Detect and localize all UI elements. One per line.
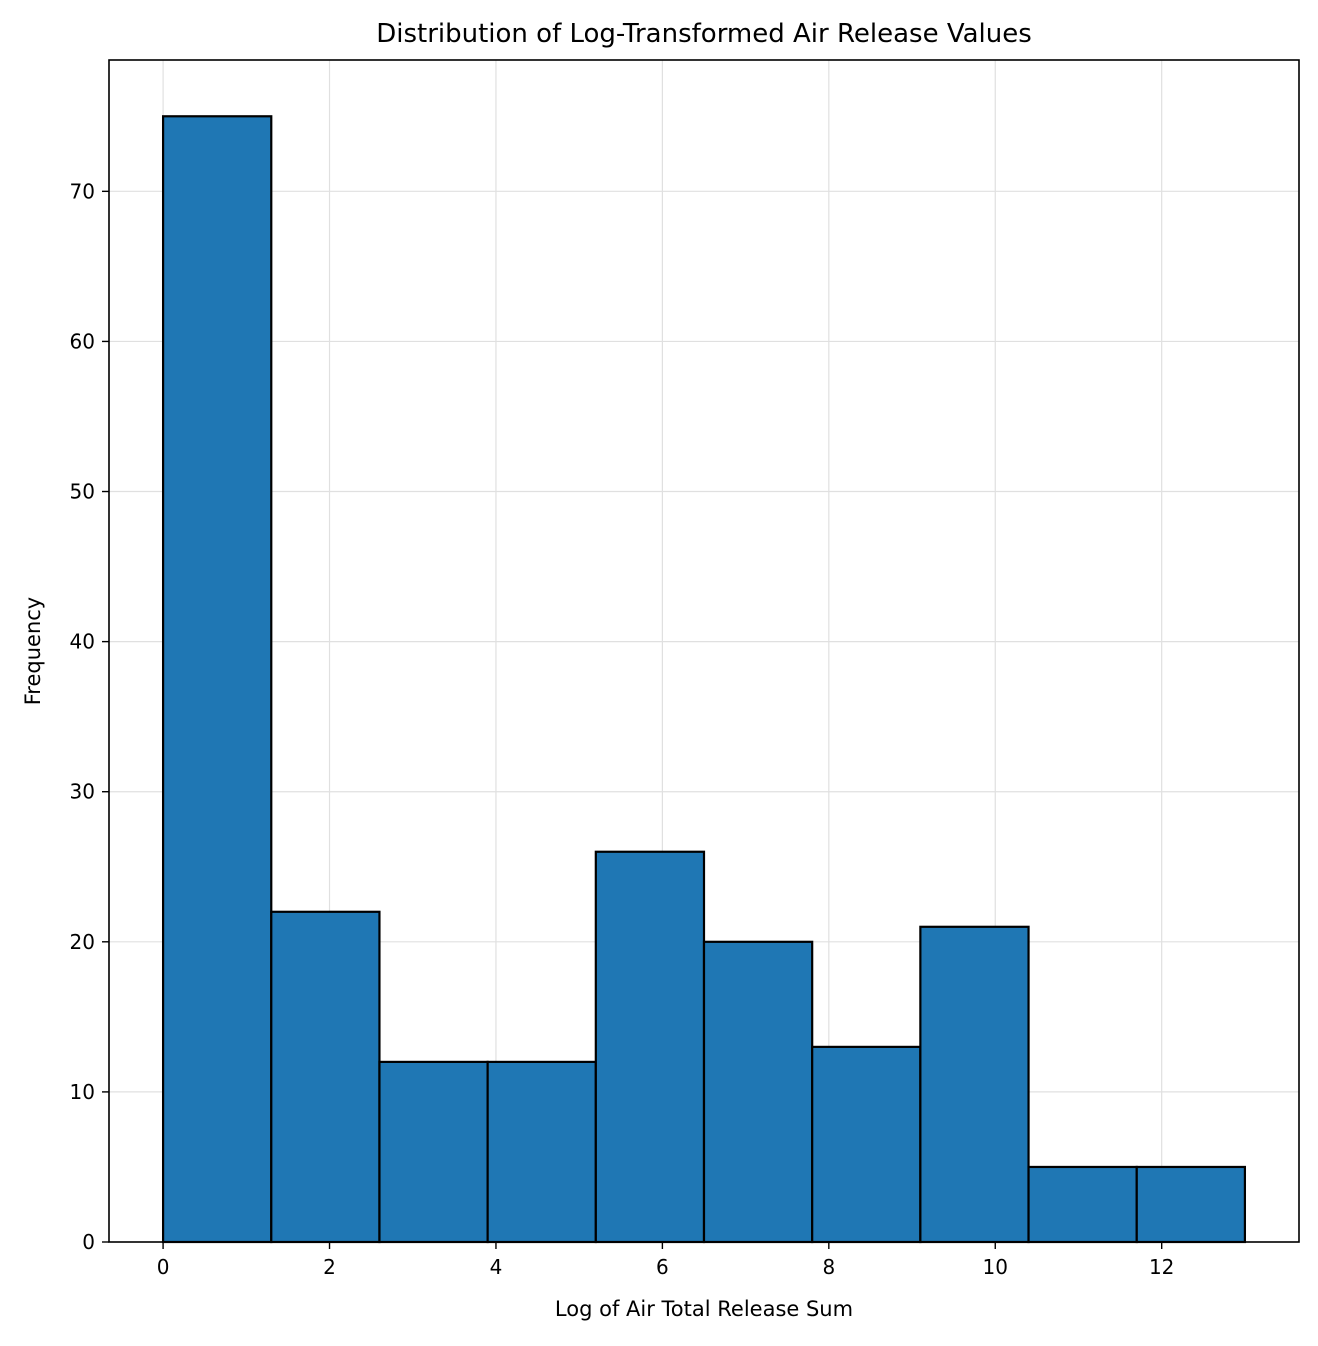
plot-frame	[108, 59, 1300, 1243]
histogram-bar	[1027, 1165, 1138, 1244]
grid-lines	[109, 60, 1299, 1243]
y-tick-label: 40	[70, 630, 95, 654]
histogram-bar	[270, 910, 381, 1244]
histogram-bar	[486, 1060, 597, 1244]
x-axis-ticks: 0 2 4 6 8 10 12	[157, 1242, 1174, 1279]
histogram-bar	[378, 1060, 489, 1244]
histogram-bar	[811, 1045, 922, 1244]
y-tick-label: 0	[82, 1230, 95, 1254]
y-tick-label: 70	[70, 179, 95, 203]
histogram-bar	[919, 925, 1030, 1244]
y-tick-label: 30	[70, 780, 95, 804]
histogram-bar	[161, 115, 273, 1244]
y-tick-label: 10	[70, 1080, 95, 1104]
y-axis-ticks: 0 10 20 30 40 50 60 70	[70, 179, 109, 1254]
x-tick-label: 8	[822, 1255, 835, 1279]
y-tick-label: 50	[70, 480, 95, 504]
histogram-bars	[161, 115, 1247, 1244]
x-tick-label: 12	[1149, 1255, 1174, 1279]
y-axis-label: Frequency	[21, 597, 45, 706]
x-axis-label: Log of Air Total Release Sum	[555, 1297, 853, 1321]
x-tick-label: 10	[983, 1255, 1008, 1279]
x-tick-label: 4	[490, 1255, 503, 1279]
histogram-bar	[702, 940, 814, 1244]
y-tick-label: 60	[70, 329, 95, 353]
y-tick-label: 20	[70, 930, 95, 954]
x-tick-label: 6	[656, 1255, 669, 1279]
histogram-bar	[594, 850, 706, 1244]
x-tick-label: 0	[157, 1255, 170, 1279]
chart-title: Distribution of Log-Transformed Air Rele…	[376, 19, 1032, 49]
histogram-bar	[1135, 1165, 1247, 1244]
x-tick-label: 2	[323, 1255, 336, 1279]
